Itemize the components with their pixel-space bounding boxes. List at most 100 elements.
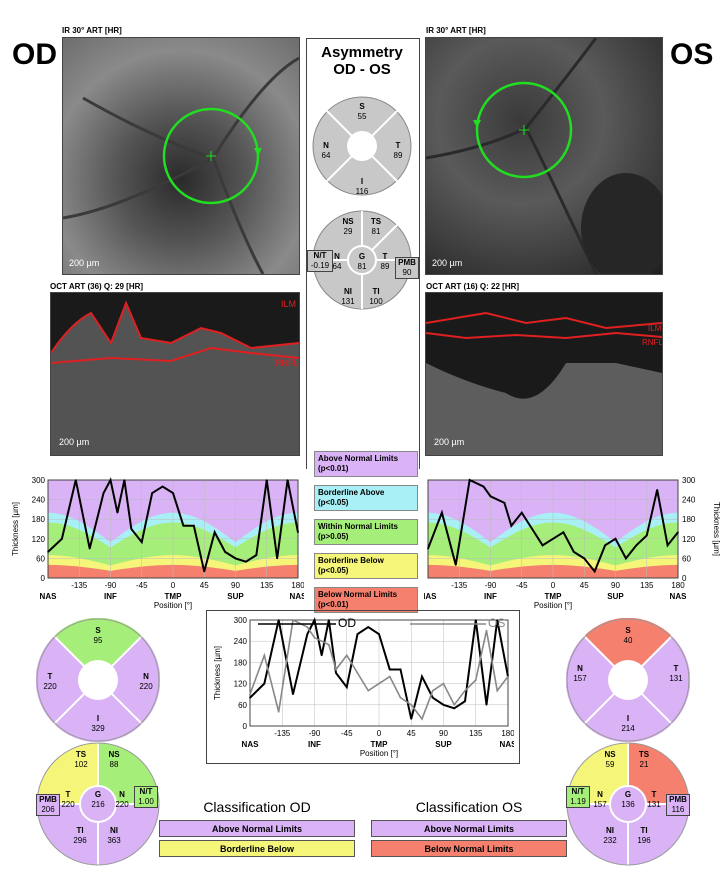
y-tick-label: 120 bbox=[32, 535, 46, 544]
data-point bbox=[388, 675, 391, 678]
asym-sect-nt: N/T -0.19 bbox=[307, 250, 333, 272]
data-point bbox=[213, 531, 216, 534]
data-point bbox=[441, 511, 443, 514]
data-point bbox=[292, 619, 294, 621]
x-tick-label: 0 bbox=[171, 581, 176, 590]
data-point bbox=[335, 668, 337, 671]
data-point bbox=[454, 564, 457, 566]
legend-item-pvalue: (p<0.01) bbox=[318, 464, 349, 473]
os-quad-i-value: 214 bbox=[621, 724, 635, 733]
os-sect-pmb: PMB 116 bbox=[666, 794, 690, 816]
data-point bbox=[625, 557, 627, 560]
data-point bbox=[130, 528, 133, 530]
od-oct-image: ILM RNFL 200 µm bbox=[50, 292, 300, 456]
od-fundus-image: 200 µm bbox=[62, 37, 300, 275]
region-label: SUP bbox=[607, 592, 624, 601]
data-point bbox=[431, 696, 434, 699]
legend-item: Below Normal Limits (p<0.01) bbox=[314, 587, 418, 613]
region-label: TMP bbox=[165, 592, 183, 601]
od-sect-ti: TI 296 bbox=[73, 826, 87, 845]
x-tick-label: -135 bbox=[71, 581, 88, 590]
data-point bbox=[88, 547, 91, 550]
data-point bbox=[313, 619, 316, 621]
data-point bbox=[573, 551, 575, 553]
os-quad-s: S 40 bbox=[623, 626, 633, 645]
data-point bbox=[614, 538, 617, 540]
asymmetry-quadrant-chart bbox=[312, 96, 412, 196]
legend-item: Within Normal Limits (p>0.05) bbox=[314, 519, 418, 545]
data-point bbox=[464, 700, 466, 703]
os-sect-n-value: 157 bbox=[593, 800, 607, 809]
data-point bbox=[292, 693, 294, 695]
x-tick-label: 0 bbox=[551, 581, 556, 590]
x-tick-label: -90 bbox=[485, 581, 497, 590]
x-tick-label: -45 bbox=[516, 581, 528, 590]
os-ilm-label: ILM bbox=[648, 324, 662, 333]
classification-os-1: Above Normal Limits bbox=[371, 820, 567, 837]
asym-sect-ns-value: 29 bbox=[343, 227, 353, 236]
data-point bbox=[645, 534, 648, 537]
data-point bbox=[482, 485, 485, 488]
legend-item-label: Above Normal Limits bbox=[318, 454, 399, 463]
y-tick-label: 240 bbox=[32, 496, 46, 505]
region-label: INF bbox=[104, 592, 117, 601]
data-point bbox=[182, 524, 185, 527]
data-point bbox=[378, 682, 380, 685]
od-rnfl-label: RNFL bbox=[275, 358, 299, 368]
data-point bbox=[378, 633, 380, 635]
asym-quad-i-value: 116 bbox=[355, 187, 369, 196]
os-sect-ni-value: 232 bbox=[603, 836, 617, 845]
od-quad-t-value: 220 bbox=[43, 682, 57, 691]
data-point bbox=[313, 636, 316, 639]
data-point bbox=[510, 524, 513, 527]
x-tick-label: -135 bbox=[274, 729, 291, 738]
legend-item-label: Below Normal Limits bbox=[318, 590, 398, 599]
y-tick-label: 0 bbox=[243, 722, 248, 731]
region-label: SUP bbox=[435, 740, 452, 749]
y-tick-label: 120 bbox=[234, 680, 248, 689]
legend-item-pvalue: (p<0.05) bbox=[318, 566, 349, 575]
od-sect-g-value: 216 bbox=[91, 800, 105, 809]
data-point bbox=[399, 696, 402, 699]
data-point bbox=[485, 704, 488, 706]
asym-quad-n-value: 64 bbox=[321, 151, 331, 160]
data-point bbox=[61, 538, 63, 540]
od-sect-pmb-value: 206 bbox=[41, 805, 55, 814]
y-tick-label: 180 bbox=[682, 515, 696, 524]
x-tick-label: -90 bbox=[105, 581, 117, 590]
region-label: INF bbox=[308, 740, 321, 749]
asym-sect-ns: NS 29 bbox=[342, 217, 354, 236]
os-rnfl-label: RNFL bbox=[642, 338, 662, 347]
legend-item: Borderline Above (p<0.05) bbox=[314, 485, 418, 511]
data-point bbox=[224, 551, 226, 553]
od-thickness-chart: 0 60 120 180 240 300 -135 -90 -45 0 45 90 135 180 NAS I… bbox=[11, 476, 304, 610]
data-point bbox=[276, 557, 278, 560]
data-point bbox=[562, 531, 565, 534]
data-point bbox=[421, 675, 423, 678]
data-point bbox=[263, 682, 266, 685]
od-quad-t: T 220 bbox=[43, 672, 57, 691]
od-sect-ns: NS 88 bbox=[108, 750, 120, 769]
data-point bbox=[234, 557, 237, 560]
y-tick-label: 0 bbox=[41, 574, 46, 583]
region-label: TMP bbox=[371, 740, 389, 749]
asym-sect-t-value: 89 bbox=[380, 262, 390, 271]
od-scan-circle bbox=[62, 56, 300, 275]
x-tick-label: 45 bbox=[200, 581, 209, 590]
os-sect-ti: TI 196 bbox=[637, 826, 651, 845]
od-oct-scale: 200 µm bbox=[59, 437, 90, 447]
asym-sect-g: G 81 bbox=[357, 252, 367, 271]
asym-sect-ts: TS 81 bbox=[370, 217, 382, 236]
data-point bbox=[277, 619, 280, 621]
od-ilm-label: ILM bbox=[281, 299, 296, 309]
os-sect-n: N 157 bbox=[593, 790, 607, 809]
data-point bbox=[161, 485, 164, 488]
os-ir-scale: 200 µm bbox=[432, 258, 463, 268]
od-sector-chart bbox=[36, 742, 160, 866]
legend-item: Above Normal Limits (p<0.01) bbox=[314, 451, 418, 477]
data-point bbox=[453, 704, 456, 706]
x-tick-label: 45 bbox=[407, 729, 416, 738]
asym-sect-nt-value: -0.19 bbox=[310, 261, 330, 270]
x-tick-label: 135 bbox=[640, 581, 654, 590]
x-axis-label: Position [°] bbox=[360, 749, 398, 758]
